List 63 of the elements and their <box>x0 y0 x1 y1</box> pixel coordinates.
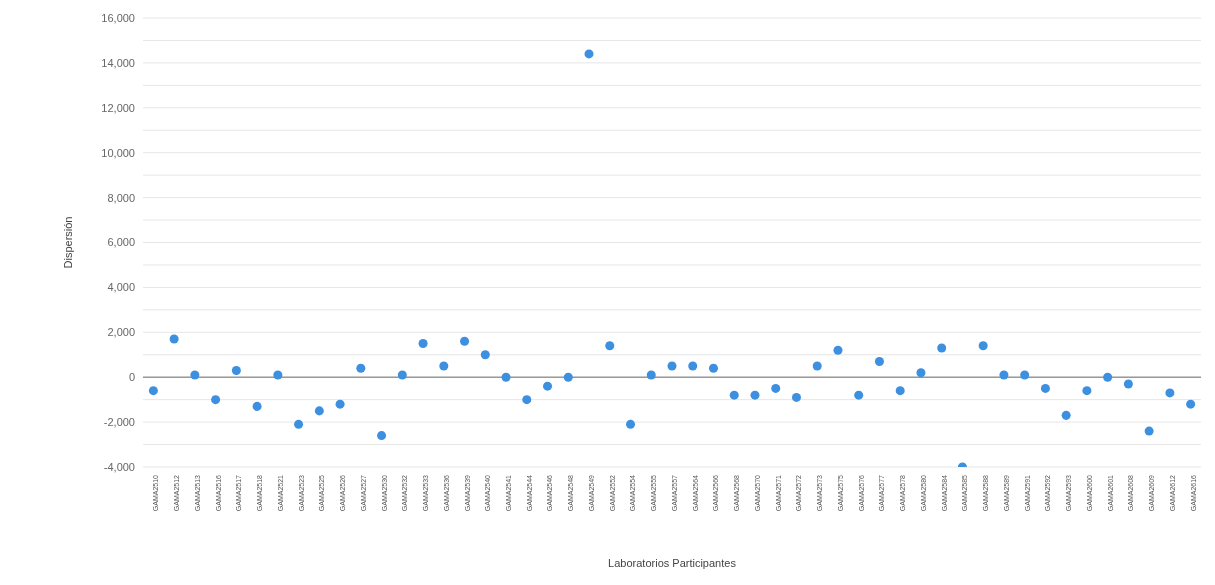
y-tick-label: 2,000 <box>107 326 135 339</box>
point <box>626 419 636 429</box>
point <box>1123 379 1133 389</box>
y-tick-label: 8,000 <box>107 191 135 204</box>
point <box>294 419 304 429</box>
y-tick-label: 16,000 <box>101 11 135 24</box>
point <box>978 341 988 351</box>
point <box>1186 399 1196 409</box>
point <box>999 370 1009 380</box>
point <box>501 372 511 382</box>
y-tick-label: 0 <box>128 371 135 384</box>
point <box>439 361 449 371</box>
point <box>335 399 345 409</box>
y-tick-label: 14,000 <box>101 56 135 69</box>
point <box>563 372 573 382</box>
point <box>1165 388 1175 398</box>
point <box>605 341 615 351</box>
point <box>356 363 366 373</box>
point <box>729 390 739 400</box>
point <box>252 401 262 411</box>
point <box>314 406 324 416</box>
point <box>1082 386 1092 396</box>
point <box>169 334 179 344</box>
point <box>812 361 822 371</box>
point <box>418 339 428 349</box>
point <box>688 361 698 371</box>
point <box>646 370 656 380</box>
y-tick-label: -4,000 <box>103 460 135 473</box>
point <box>916 368 926 378</box>
point <box>543 381 553 391</box>
point <box>1103 372 1113 382</box>
point <box>1144 426 1154 436</box>
y-tick-label: 6,000 <box>107 236 135 249</box>
point <box>211 395 221 405</box>
point <box>584 49 594 59</box>
y-tick-label: 10,000 <box>101 146 135 159</box>
point <box>750 390 760 400</box>
point <box>667 361 677 371</box>
point <box>791 392 801 402</box>
point <box>231 365 241 375</box>
point <box>708 363 718 373</box>
point <box>1061 410 1071 420</box>
point <box>377 431 387 441</box>
point <box>895 386 905 396</box>
point <box>480 350 490 360</box>
point <box>771 383 781 393</box>
y-axis-title: Dispersión <box>61 216 74 269</box>
point <box>833 345 843 355</box>
point <box>460 336 470 346</box>
point <box>148 386 158 396</box>
x-axis-title: Laboratorios Participantes <box>608 557 737 569</box>
y-tick-label: 12,000 <box>101 101 135 114</box>
y-tick-label: -2,000 <box>103 416 135 429</box>
point <box>522 395 532 405</box>
point <box>273 370 283 380</box>
y-tick-label: 4,000 <box>107 281 135 294</box>
point <box>854 390 864 400</box>
point <box>1040 383 1050 393</box>
point <box>874 356 884 366</box>
point <box>1020 370 1030 380</box>
point <box>190 370 200 380</box>
point <box>937 343 947 353</box>
point <box>397 370 407 380</box>
